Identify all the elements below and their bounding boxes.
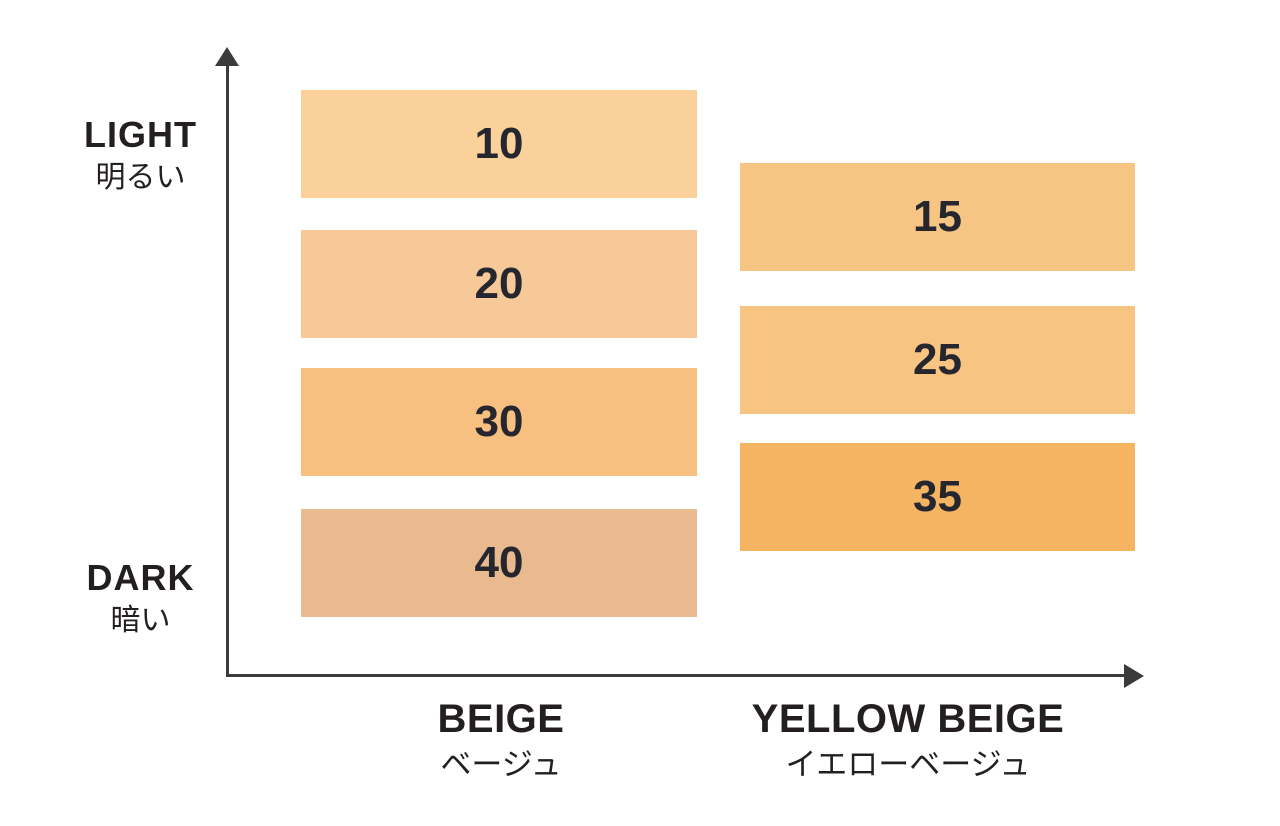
shade-value: 35 bbox=[913, 472, 962, 521]
beige-label-ja: ベージュ bbox=[440, 747, 562, 782]
shade-swatch-20: 20 bbox=[301, 230, 697, 338]
beige-label-en: BEIGE bbox=[437, 697, 565, 741]
x-axis-line bbox=[226, 674, 1126, 677]
up-arrow-icon bbox=[215, 47, 239, 66]
shade-swatch-10: 10 bbox=[301, 90, 697, 198]
shade-swatch-25: 25 bbox=[740, 306, 1135, 414]
category-label-yellow-beige: YELLOW BEIGE イエローベージュ bbox=[698, 698, 1118, 785]
light-label-ja: 明るい bbox=[95, 160, 186, 194]
dark-label-ja: 暗い bbox=[110, 603, 171, 637]
yellow-beige-label-ja: イエローベージュ bbox=[785, 747, 1031, 782]
shade-value: 15 bbox=[913, 192, 962, 241]
shade-value: 10 bbox=[474, 119, 524, 168]
right-arrow-icon bbox=[1124, 664, 1144, 688]
dark-axis-label: DARK 暗い bbox=[48, 558, 233, 640]
yellow-beige-label-en: YELLOW BEIGE bbox=[751, 697, 1065, 741]
shade-swatch-15: 15 bbox=[740, 163, 1135, 271]
dark-label-en: DARK bbox=[86, 557, 195, 598]
shade-value: 40 bbox=[474, 538, 524, 587]
shade-value: 30 bbox=[474, 397, 524, 446]
shade-value: 20 bbox=[474, 259, 524, 308]
category-label-beige: BEIGE ベージュ bbox=[341, 698, 661, 785]
y-axis-line bbox=[226, 60, 229, 677]
light-axis-label: LIGHT 明るい bbox=[48, 115, 233, 197]
shade-swatch-30: 30 bbox=[301, 368, 697, 476]
shade-value: 25 bbox=[913, 335, 962, 384]
shade-swatch-35: 35 bbox=[740, 443, 1135, 551]
shade-swatch-40: 40 bbox=[301, 509, 697, 617]
light-label-en: LIGHT bbox=[84, 114, 197, 155]
